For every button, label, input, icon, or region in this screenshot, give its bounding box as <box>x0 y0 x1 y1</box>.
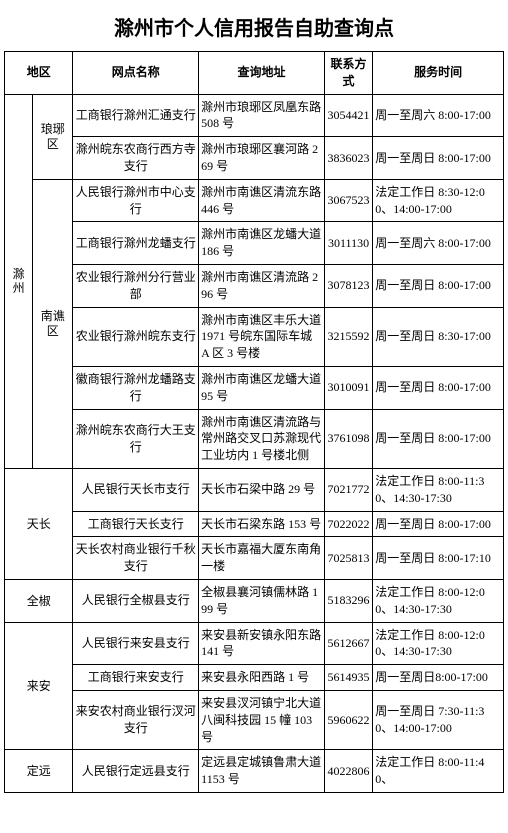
hours-cell: 周一至周日 8:00-17:00 <box>373 409 504 468</box>
addr-cell: 天长市石梁东路 153 号 <box>199 511 325 537</box>
branch-cell: 滁州皖东农商行大王支行 <box>73 409 199 468</box>
addr-cell: 滁州市南谯区龙蟠大道 186 号 <box>199 222 325 265</box>
hours-cell: 法定工作日 8:00-11:30、14:30-17:30 <box>373 468 504 511</box>
table-row: 天长 人民银行天长市支行 天长市石梁中路 29 号 7021772 法定工作日 … <box>5 468 504 511</box>
phone-cell: 3215592 <box>324 307 372 366</box>
addr-cell: 滁州市南谯区清流路 296 号 <box>199 264 325 307</box>
hours-cell: 周一至周日 7:30-11:30、14:00-17:00 <box>373 690 504 749</box>
addr-cell: 来安县新安镇永阳东路 141 号 <box>199 622 325 665</box>
phone-cell: 3078123 <box>324 264 372 307</box>
phone-cell: 5614935 <box>324 665 372 691</box>
phone-cell: 5183296 <box>324 579 372 622</box>
hours-cell: 周一至周日 8:30-17:00 <box>373 307 504 366</box>
branch-cell: 农业银行滁州皖东支行 <box>73 307 199 366</box>
hours-cell: 法定工作日 8:30-12:00、14:00-17:00 <box>373 179 504 222</box>
branch-cell: 人民银行来安县支行 <box>73 622 199 665</box>
hours-cell: 周一至周六 8:00-17:00 <box>373 94 504 137</box>
table-row: 滁州 琅琊区 工商银行滁州汇通支行 滁州市琅琊区凤凰东路 508 号 30544… <box>5 94 504 137</box>
branch-cell: 农业银行滁州分行营业部 <box>73 264 199 307</box>
table-row: 工商银行来安支行 来安县永阳西路 1 号 5614935 周一至周日8:00-1… <box>5 665 504 691</box>
addr-cell: 来安县永阳西路 1 号 <box>199 665 325 691</box>
region-cell: 滁州 <box>5 94 33 468</box>
branch-cell: 徽商银行滁州龙蟠路支行 <box>73 366 199 409</box>
addr-cell: 滁州市琅琊区襄河路 269 号 <box>199 137 325 180</box>
page-title: 滁州市个人信用报告自助查询点 <box>4 4 504 51</box>
header-branch: 网点名称 <box>73 52 199 95</box>
table-row: 南谯区 人民银行滁州市中心支行 滁州市南谯区清流东路 446 号 3067523… <box>5 179 504 222</box>
hours-cell: 法定工作日 8:00-11:40、 <box>373 750 504 793</box>
district-cell: 琅琊区 <box>33 94 73 179</box>
phone-cell: 7022022 <box>324 511 372 537</box>
table-row: 滁州皖东农商行西方寺支行 滁州市琅琊区襄河路 269 号 3836023 周一至… <box>5 137 504 180</box>
branch-cell: 人民银行滁州市中心支行 <box>73 179 199 222</box>
district-cell: 定远 <box>5 750 73 793</box>
table-row: 农业银行滁州分行营业部 滁州市南谯区清流路 296 号 3078123 周一至周… <box>5 264 504 307</box>
hours-cell: 周一至周日 8:00-17:00 <box>373 511 504 537</box>
hours-cell: 周一至周日 8:00-17:10 <box>373 537 504 580</box>
phone-cell: 3761098 <box>324 409 372 468</box>
district-cell: 天长 <box>5 468 73 579</box>
phone-cell: 3067523 <box>324 179 372 222</box>
phone-cell: 7025813 <box>324 537 372 580</box>
table-row: 工商银行滁州龙蟠支行 滁州市南谯区龙蟠大道 186 号 3011130 周一至周… <box>5 222 504 265</box>
addr-cell: 全椒县襄河镇儒林路 199 号 <box>199 579 325 622</box>
header-row: 地区 网点名称 查询地址 联系方式 服务时间 <box>5 52 504 95</box>
district-cell: 南谯区 <box>33 179 73 468</box>
hours-cell: 法定工作日 8:00-12:00、14:30-17:30 <box>373 622 504 665</box>
table-row: 全椒 人民银行全椒县支行 全椒县襄河镇儒林路 199 号 5183296 法定工… <box>5 579 504 622</box>
phone-cell: 5612667 <box>324 622 372 665</box>
district-cell: 来安 <box>5 622 73 750</box>
hours-cell: 周一至周六 8:00-17:00 <box>373 222 504 265</box>
table-row: 徽商银行滁州龙蟠路支行 滁州市南谯区龙蟠大道 95 号 3010091 周一至周… <box>5 366 504 409</box>
phone-cell: 3010091 <box>324 366 372 409</box>
branch-cell: 工商银行天长支行 <box>73 511 199 537</box>
branch-cell: 来安农村商业银行汊河支行 <box>73 690 199 749</box>
hours-cell: 周一至周日 8:00-17:00 <box>373 264 504 307</box>
table-row: 农业银行滁州皖东支行 滁州市南谯区丰乐大道 1971 号皖东国际车城 A 区 3… <box>5 307 504 366</box>
table-row: 定远 人民银行定远县支行 定远县定城镇鲁肃大道 1153 号 4022806 法… <box>5 750 504 793</box>
phone-cell: 4022806 <box>324 750 372 793</box>
addr-cell: 滁州市南谯区龙蟠大道 95 号 <box>199 366 325 409</box>
branch-cell: 工商银行来安支行 <box>73 665 199 691</box>
hours-cell: 法定工作日 8:00-12:00、14:30-17:30 <box>373 579 504 622</box>
addr-cell: 定远县定城镇鲁肃大道 1153 号 <box>199 750 325 793</box>
hours-cell: 周一至周日 8:00-17:00 <box>373 366 504 409</box>
addr-cell: 天长市嘉福大厦东南角一楼 <box>199 537 325 580</box>
phone-cell: 5960622 <box>324 690 372 749</box>
table-row: 天长农村商业银行千秋支行 天长市嘉福大厦东南角一楼 7025813 周一至周日 … <box>5 537 504 580</box>
hours-cell: 周一至周日8:00-17:00 <box>373 665 504 691</box>
addr-cell: 滁州市南谯区清流路与常州路交叉口苏滁现代工业坊内 1 号楼北侧 <box>199 409 325 468</box>
inquiry-table: 地区 网点名称 查询地址 联系方式 服务时间 滁州 琅琊区 工商银行滁州汇通支行… <box>4 51 504 793</box>
phone-cell: 3836023 <box>324 137 372 180</box>
branch-cell: 天长农村商业银行千秋支行 <box>73 537 199 580</box>
header-phone: 联系方式 <box>324 52 372 95</box>
branch-cell: 滁州皖东农商行西方寺支行 <box>73 137 199 180</box>
table-row: 工商银行天长支行 天长市石梁东路 153 号 7022022 周一至周日 8:0… <box>5 511 504 537</box>
header-region: 地区 <box>5 52 73 95</box>
phone-cell: 3054421 <box>324 94 372 137</box>
addr-cell: 滁州市琅琊区凤凰东路 508 号 <box>199 94 325 137</box>
table-row: 滁州皖东农商行大王支行 滁州市南谯区清流路与常州路交叉口苏滁现代工业坊内 1 号… <box>5 409 504 468</box>
branch-cell: 工商银行滁州龙蟠支行 <box>73 222 199 265</box>
table-row: 来安农村商业银行汊河支行 来安县汊河镇宁北大道八闽科技园 15 幢 103 号 … <box>5 690 504 749</box>
branch-cell: 人民银行定远县支行 <box>73 750 199 793</box>
phone-cell: 7021772 <box>324 468 372 511</box>
header-hours: 服务时间 <box>373 52 504 95</box>
table-row: 来安 人民银行来安县支行 来安县新安镇永阳东路 141 号 5612667 法定… <box>5 622 504 665</box>
hours-cell: 周一至周日 8:00-17:00 <box>373 137 504 180</box>
header-address: 查询地址 <box>199 52 325 95</box>
addr-cell: 天长市石梁中路 29 号 <box>199 468 325 511</box>
addr-cell: 来安县汊河镇宁北大道八闽科技园 15 幢 103 号 <box>199 690 325 749</box>
phone-cell: 3011130 <box>324 222 372 265</box>
branch-cell: 工商银行滁州汇通支行 <box>73 94 199 137</box>
addr-cell: 滁州市南谯区清流东路 446 号 <box>199 179 325 222</box>
branch-cell: 人民银行全椒县支行 <box>73 579 199 622</box>
branch-cell: 人民银行天长市支行 <box>73 468 199 511</box>
district-cell: 全椒 <box>5 579 73 622</box>
addr-cell: 滁州市南谯区丰乐大道 1971 号皖东国际车城 A 区 3 号楼 <box>199 307 325 366</box>
